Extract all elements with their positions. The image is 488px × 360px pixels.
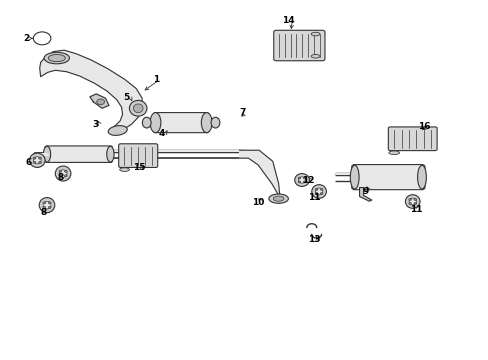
Ellipse shape xyxy=(349,165,358,189)
Circle shape xyxy=(48,206,51,208)
Ellipse shape xyxy=(405,195,419,208)
Ellipse shape xyxy=(129,100,147,116)
Ellipse shape xyxy=(44,52,69,64)
FancyBboxPatch shape xyxy=(119,144,158,167)
Circle shape xyxy=(59,170,61,172)
Circle shape xyxy=(39,161,41,163)
Text: 11: 11 xyxy=(409,205,422,214)
Ellipse shape xyxy=(310,32,319,36)
Circle shape xyxy=(315,193,317,194)
Ellipse shape xyxy=(33,157,41,164)
Circle shape xyxy=(320,193,322,194)
Circle shape xyxy=(59,175,61,177)
Ellipse shape xyxy=(59,170,67,177)
Ellipse shape xyxy=(106,146,114,162)
Ellipse shape xyxy=(310,54,319,58)
Text: 12: 12 xyxy=(301,176,313,185)
Text: 10: 10 xyxy=(251,198,264,207)
Ellipse shape xyxy=(55,166,71,181)
Ellipse shape xyxy=(150,113,161,133)
Ellipse shape xyxy=(120,168,129,171)
Text: 14: 14 xyxy=(282,16,294,25)
Circle shape xyxy=(408,198,410,201)
Text: 9: 9 xyxy=(362,187,368,196)
Text: 6: 6 xyxy=(26,158,32,167)
Text: 5: 5 xyxy=(123,93,129,102)
Circle shape xyxy=(33,161,36,163)
Ellipse shape xyxy=(408,198,415,205)
Polygon shape xyxy=(239,150,279,202)
Text: 16: 16 xyxy=(417,122,429,131)
Text: 8: 8 xyxy=(41,208,47,217)
Circle shape xyxy=(413,198,416,201)
Ellipse shape xyxy=(311,185,326,198)
Ellipse shape xyxy=(268,194,288,203)
Text: 3: 3 xyxy=(92,120,99,129)
Circle shape xyxy=(43,202,45,204)
FancyBboxPatch shape xyxy=(387,127,436,150)
Ellipse shape xyxy=(43,201,51,209)
FancyBboxPatch shape xyxy=(273,30,325,61)
Circle shape xyxy=(48,202,51,204)
Ellipse shape xyxy=(108,126,127,135)
Circle shape xyxy=(64,175,67,177)
Polygon shape xyxy=(90,94,109,108)
Ellipse shape xyxy=(211,117,220,128)
Ellipse shape xyxy=(43,146,51,162)
Ellipse shape xyxy=(39,198,55,213)
Ellipse shape xyxy=(48,54,65,62)
Circle shape xyxy=(39,157,41,159)
Ellipse shape xyxy=(298,177,305,183)
Ellipse shape xyxy=(142,117,151,128)
Ellipse shape xyxy=(417,165,426,189)
FancyBboxPatch shape xyxy=(153,113,208,133)
Circle shape xyxy=(303,177,305,179)
Circle shape xyxy=(298,181,300,183)
FancyBboxPatch shape xyxy=(351,165,424,190)
Circle shape xyxy=(43,206,45,208)
Polygon shape xyxy=(359,188,371,201)
Text: 11: 11 xyxy=(307,193,320,202)
Ellipse shape xyxy=(133,104,142,113)
Polygon shape xyxy=(40,50,142,132)
Text: 13: 13 xyxy=(307,235,320,244)
Ellipse shape xyxy=(315,188,322,195)
Circle shape xyxy=(303,181,305,183)
Circle shape xyxy=(408,203,410,204)
Ellipse shape xyxy=(294,174,309,186)
Circle shape xyxy=(413,203,416,204)
Circle shape xyxy=(33,157,36,159)
Text: 4: 4 xyxy=(158,129,164,138)
Circle shape xyxy=(97,99,104,105)
Text: 15: 15 xyxy=(133,163,145,172)
Ellipse shape xyxy=(29,153,45,167)
Circle shape xyxy=(64,170,67,172)
Text: 1: 1 xyxy=(152,75,159,84)
FancyBboxPatch shape xyxy=(45,146,112,162)
Text: 2: 2 xyxy=(23,34,29,43)
Text: 7: 7 xyxy=(239,108,245,117)
Ellipse shape xyxy=(201,113,212,133)
Circle shape xyxy=(315,189,317,190)
Circle shape xyxy=(298,177,300,179)
Text: 8: 8 xyxy=(57,173,63,182)
Ellipse shape xyxy=(273,196,284,201)
Circle shape xyxy=(320,189,322,190)
Ellipse shape xyxy=(388,151,399,154)
